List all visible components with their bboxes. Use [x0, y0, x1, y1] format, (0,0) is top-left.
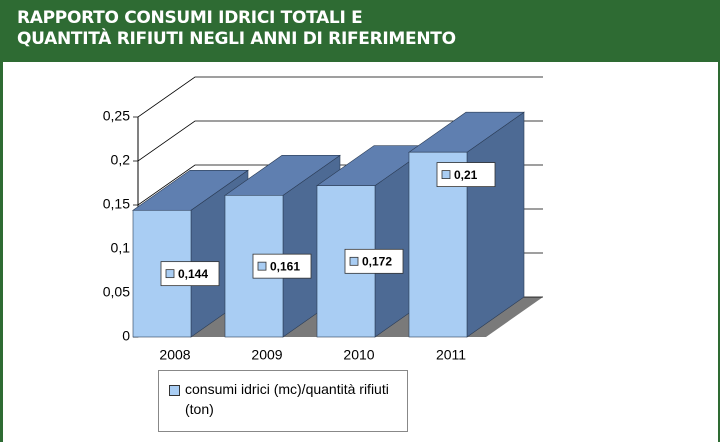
data-label-swatch — [349, 256, 359, 266]
legend: consumi idrici (mc)/quantità rifiuti (to… — [158, 370, 408, 432]
chart-title: RAPPORTO CONSUMI IDRICI TOTALI E QUANTIT… — [17, 8, 456, 49]
x-tick-label: 2010 — [343, 347, 374, 363]
data-label: 0,172 — [362, 254, 392, 268]
header: RAPPORTO CONSUMI IDRICI TOTALI E QUANTIT… — [3, 0, 718, 62]
data-label-swatch — [441, 170, 451, 180]
y-tick-label: 0,05 — [103, 284, 130, 300]
x-tick-label: 2008 — [159, 347, 190, 363]
data-label: 0,161 — [270, 259, 300, 273]
data-label: 0,21 — [454, 168, 478, 182]
data-label: 0,144 — [178, 267, 208, 281]
y-tick-label: 0 — [122, 328, 130, 344]
legend-label: consumi idrici (mc)/quantità rifiuti (to… — [185, 381, 389, 417]
y-tick-label: 0,25 — [103, 108, 130, 124]
x-tick-label: 2011 — [436, 347, 466, 363]
y-tick-label: 0,15 — [103, 196, 130, 212]
grid-line — [133, 76, 543, 118]
legend-swatch — [169, 385, 180, 396]
y-tick-label: 0,1 — [111, 240, 131, 256]
chart: 0 0,05 0,1 0,15 0,2 0,25 2008 0,144 2009 0,161 201… — [103, 76, 543, 363]
bar — [408, 111, 525, 338]
y-tick-label: 0,2 — [111, 152, 131, 168]
data-label-swatch — [165, 269, 175, 279]
data-label-swatch — [257, 261, 267, 271]
x-tick-label: 2009 — [251, 347, 282, 363]
grid-line — [133, 120, 543, 162]
